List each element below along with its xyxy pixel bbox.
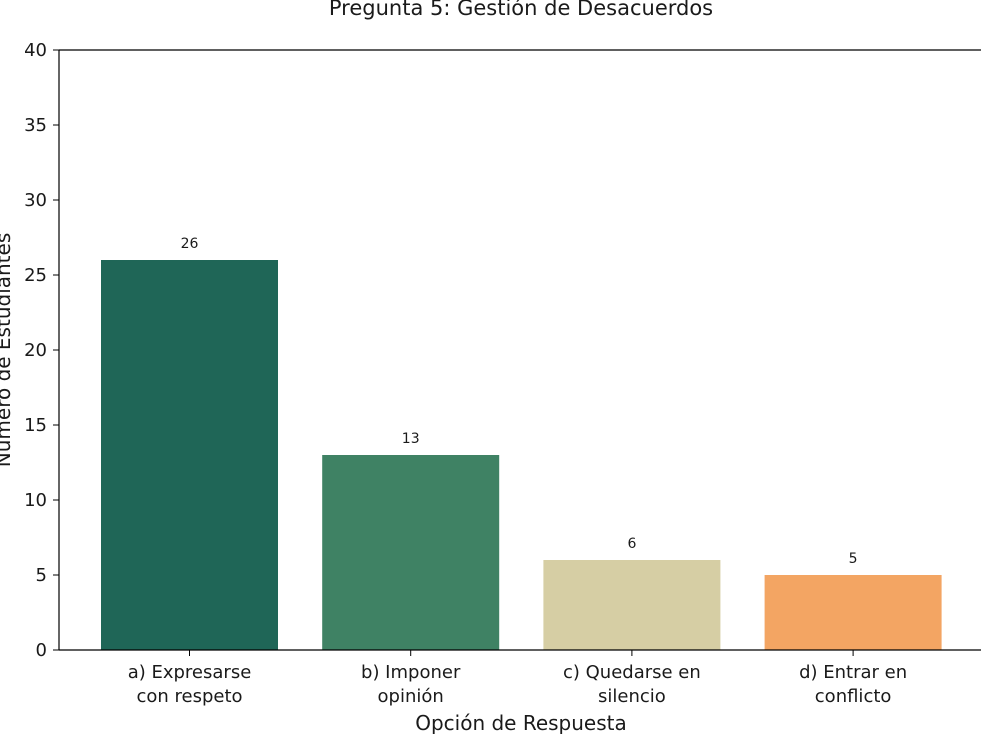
- x-tick-label-2: b) Imponer opinión: [361, 662, 461, 707]
- y-tick-label-1: 5: [36, 565, 47, 586]
- bar-3: [543, 560, 721, 650]
- y-tick-label-4: 20: [24, 340, 47, 361]
- y-tick-label-2: 10: [24, 490, 47, 511]
- y-tick-label-0: 0: [36, 640, 47, 661]
- bars-group: [101, 260, 942, 650]
- y-tick-label-6: 30: [24, 190, 47, 211]
- x-tick-label-4: d) Entrar en conflicto: [799, 662, 907, 707]
- y-tick-label-3: 15: [24, 415, 47, 436]
- y-tick-label-7: 35: [24, 115, 47, 136]
- x-tick-label-1: a) Expresarse con respeto: [128, 662, 252, 707]
- bar-1: [101, 260, 278, 650]
- bar-2: [322, 455, 500, 650]
- data-label-3: 6: [627, 536, 636, 552]
- x-axis-title: Opción de Respuesta: [415, 711, 627, 734]
- chart-title: Pregunta 5: Gestión de Desacuerdos: [329, 0, 713, 20]
- data-label-1: 26: [181, 236, 199, 252]
- y-tick-label-8: 40: [24, 40, 47, 61]
- data-labels-group: 26 13 6 5: [181, 236, 858, 567]
- data-label-4: 5: [849, 551, 858, 567]
- data-label-2: 13: [402, 431, 420, 447]
- bar-4: [764, 575, 942, 650]
- y-tick-label-5: 25: [24, 265, 47, 286]
- y-axis: 0 5 10 15 20 25 30 35 40: [24, 40, 981, 661]
- y-axis-title: Número de Estudiantes: [0, 233, 15, 467]
- x-tick-label-3: c) Quedarse en silencio: [563, 662, 701, 707]
- x-axis: a) Expresarse con respeto b) Imponer opinió…: [59, 649, 981, 707]
